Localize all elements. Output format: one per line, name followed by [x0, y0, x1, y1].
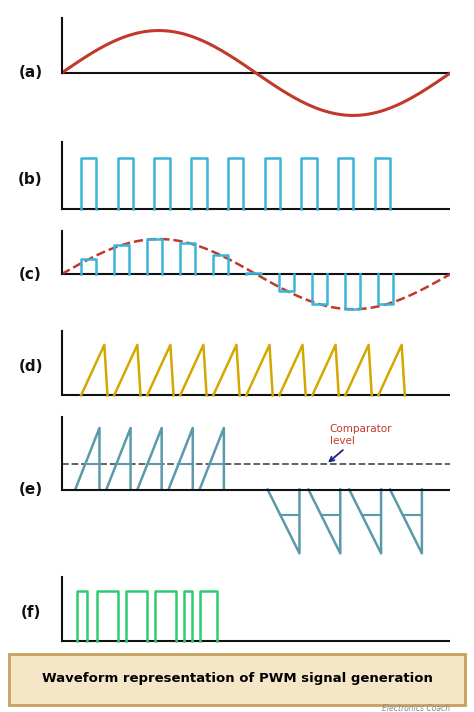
- Text: (e): (e): [18, 482, 43, 497]
- Text: Waveform representation of PWM signal generation: Waveform representation of PWM signal ge…: [42, 671, 432, 685]
- Text: (a): (a): [18, 66, 43, 80]
- Text: (c): (c): [19, 266, 42, 282]
- Text: Comparator
level: Comparator level: [329, 424, 392, 461]
- Text: (d): (d): [18, 359, 43, 375]
- Text: Electronics Coach: Electronics Coach: [382, 703, 450, 712]
- FancyBboxPatch shape: [9, 654, 465, 705]
- Text: (f): (f): [20, 604, 41, 620]
- Text: (b): (b): [18, 172, 43, 187]
